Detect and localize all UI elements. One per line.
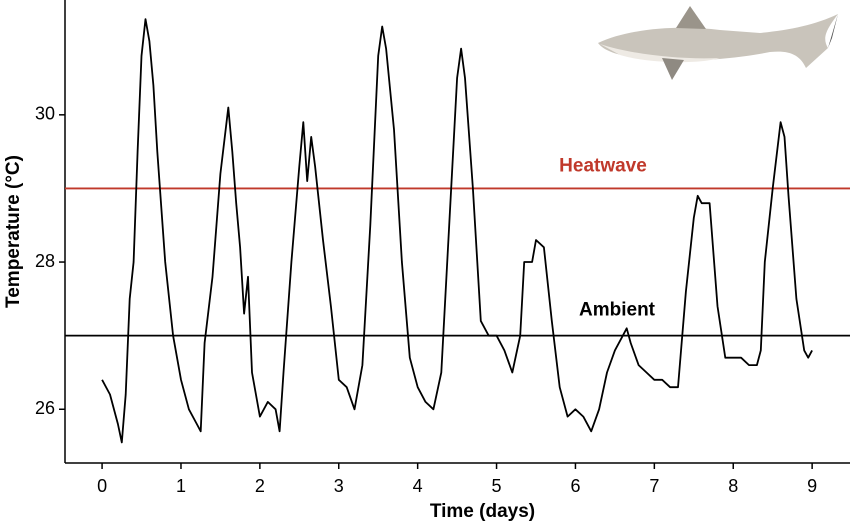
x-tick-label: 3 xyxy=(334,476,344,496)
shark-fin xyxy=(662,58,684,80)
shark-belly xyxy=(600,44,720,63)
shark-body xyxy=(598,14,838,68)
x-tick-label: 6 xyxy=(570,476,580,496)
y-tick-label: 26 xyxy=(35,398,55,418)
shark-illustration xyxy=(598,6,838,80)
reference-label: Heatwave xyxy=(559,155,647,176)
x-tick-label: 1 xyxy=(176,476,186,496)
y-tick-label: 30 xyxy=(35,104,55,124)
temperature-line xyxy=(101,18,813,444)
x-tick-label: 0 xyxy=(97,476,107,496)
shark-fin xyxy=(676,6,706,29)
x-tick-label: 4 xyxy=(413,476,423,496)
y-tick-label: 28 xyxy=(35,251,55,271)
y-axis-label: Temperature (°C) xyxy=(3,155,24,308)
x-tick-label: 7 xyxy=(649,476,659,496)
x-tick-label: 8 xyxy=(728,476,738,496)
reference-label: Ambient xyxy=(579,300,656,321)
x-tick-label: 5 xyxy=(492,476,502,496)
x-tick-label: 9 xyxy=(807,476,817,496)
shark-tail xyxy=(828,14,838,48)
x-axis-label: Time (days) xyxy=(430,501,535,522)
x-tick-label: 2 xyxy=(255,476,265,496)
